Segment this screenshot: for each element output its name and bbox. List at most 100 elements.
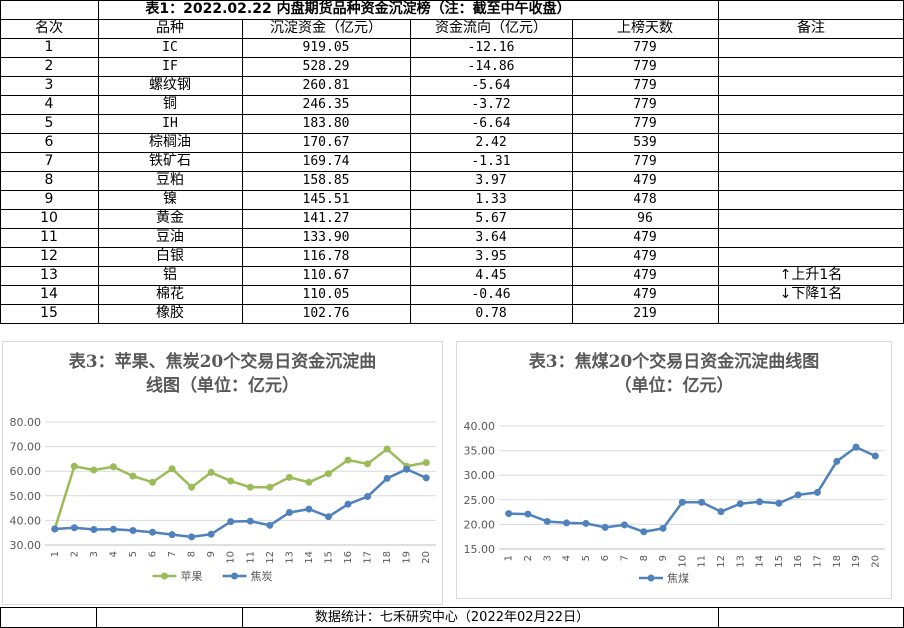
table-row-line (0, 190, 904, 191)
x-tick-label: 14 (304, 551, 315, 564)
table-cell-name: 螺纹钢 (149, 77, 191, 93)
data-point (109, 463, 117, 471)
x-tick-label: 7 (167, 551, 178, 557)
table-cell-funds: 246.35 (302, 97, 350, 112)
data-point (659, 524, 667, 532)
table-cell-funds: 133.90 (302, 230, 350, 245)
data-point (563, 519, 571, 527)
table-cell-name: IH (162, 116, 178, 131)
data-point (505, 510, 513, 518)
data-point (266, 521, 274, 529)
y-tick-label: 70.00 (10, 441, 42, 454)
table-cell-note (718, 133, 904, 152)
data-point (403, 465, 411, 473)
x-tick-label: 5 (581, 555, 592, 561)
x-tick-label: 13 (735, 555, 746, 568)
x-tick-label: 16 (793, 555, 804, 568)
x-tick-label: 15 (323, 551, 334, 564)
x-tick-label: 6 (148, 551, 159, 557)
table-cell-rank: 7 (44, 153, 54, 169)
x-tick-label: 8 (187, 551, 198, 557)
table-header-cell: 上榜天数 (617, 20, 673, 36)
table-cell-note (718, 57, 904, 76)
table-row-line (0, 152, 904, 153)
table-cell-name: 铁矿石 (149, 153, 191, 169)
apple-coke-chart: 表3：苹果、焦炭20个交易日资金沉淀曲 线图（单位：亿元） 30.00 40.00… (2, 341, 443, 605)
table-cell-note (718, 171, 904, 190)
table-cell-flow: 2.42 (475, 135, 507, 150)
x-tick-label: 10 (677, 555, 688, 568)
table-cell-note (718, 38, 904, 57)
data-point (51, 525, 59, 533)
table-cell-rank: 2 (44, 58, 54, 74)
table-cell-rank: 6 (44, 134, 54, 150)
coking-coal-chart: 表3：焦煤20个交易日资金沉淀曲线图 （单位：亿元） 15.00 20.00 25.… (456, 341, 892, 599)
table-row-line (0, 0, 904, 1)
table-cell-days: 479 (633, 287, 657, 302)
chart2-title-line2: （单位：亿元） (614, 376, 734, 396)
data-point (422, 474, 430, 482)
x-tick-label: 15 (774, 555, 785, 568)
table-cell-flow: 5.67 (475, 211, 507, 226)
table-header-cell: 资金流向（亿元） (435, 20, 547, 36)
data-point (364, 460, 372, 468)
table-cell-rank: 9 (44, 191, 54, 207)
x-tick-label: 19 (402, 551, 413, 564)
x-tick-label: 3 (542, 555, 553, 561)
table-cell-rank: 3 (44, 77, 54, 93)
x-tick-label: 13 (284, 551, 295, 564)
data-point (871, 452, 879, 460)
y-tick-label: 60.00 (10, 465, 42, 478)
table-cell-flow: -6.64 (471, 116, 511, 131)
table-cell-rank: 5 (44, 115, 54, 131)
table-header-cell: 沉淀资金（亿元） (270, 20, 382, 36)
footer-source: 数据统计：七禾研究中心（2022年02月22日） (314, 610, 590, 625)
data-point (246, 517, 254, 525)
x-tick-label: 20 (870, 555, 881, 568)
table-row-line (0, 95, 904, 96)
table-cell-flow: 4.45 (475, 268, 507, 283)
data-point (305, 478, 313, 486)
data-point (344, 456, 352, 464)
data-point (285, 473, 293, 481)
data-point (324, 513, 332, 521)
y-tick-label: 15.00 (464, 543, 496, 556)
table-cell-days: 779 (633, 154, 657, 169)
y-tick-label: 40.00 (464, 420, 496, 433)
table-cell-days: 479 (633, 173, 657, 188)
table-cell-flow: -3.72 (471, 97, 511, 112)
legend-label: 苹果 (181, 569, 203, 583)
data-point (129, 526, 137, 534)
table-cell-note (718, 76, 904, 95)
table-cell-name: 铜 (163, 96, 177, 112)
y-tick-label: 30.00 (464, 469, 496, 482)
data-point (422, 459, 430, 467)
x-tick-label: 16 (343, 551, 354, 564)
table-cell-funds: 919.05 (302, 40, 350, 55)
table-row-line (0, 323, 904, 324)
table-cell-funds: 102.76 (302, 306, 350, 321)
x-tick-label: 14 (755, 555, 766, 568)
y-tick-label: 40.00 (10, 514, 42, 527)
x-tick-label: 18 (832, 555, 843, 568)
data-point (207, 468, 215, 476)
table-cell-funds: 116.78 (302, 249, 350, 264)
x-tick-label: 1 (50, 551, 61, 557)
footer-col-line (242, 607, 243, 628)
footer-col-line (0, 607, 1, 628)
table-cell-name: IF (162, 59, 178, 74)
table-cell-days: 479 (633, 268, 657, 283)
table-cell-rank: 15 (40, 305, 58, 321)
table-cell-note: ↓下降1名 (779, 286, 843, 302)
table-cell-days: 779 (633, 40, 657, 55)
data-point (188, 533, 196, 541)
table-header-cell: 备注 (797, 20, 825, 36)
data-point (582, 519, 590, 527)
series-line-0 (508, 445, 876, 534)
table-header-cell: 品种 (156, 20, 184, 36)
table-cell-days: 479 (633, 249, 657, 264)
table-cell-flow: 1.33 (475, 192, 507, 207)
data-point (775, 499, 783, 507)
table-row-line (0, 209, 904, 210)
